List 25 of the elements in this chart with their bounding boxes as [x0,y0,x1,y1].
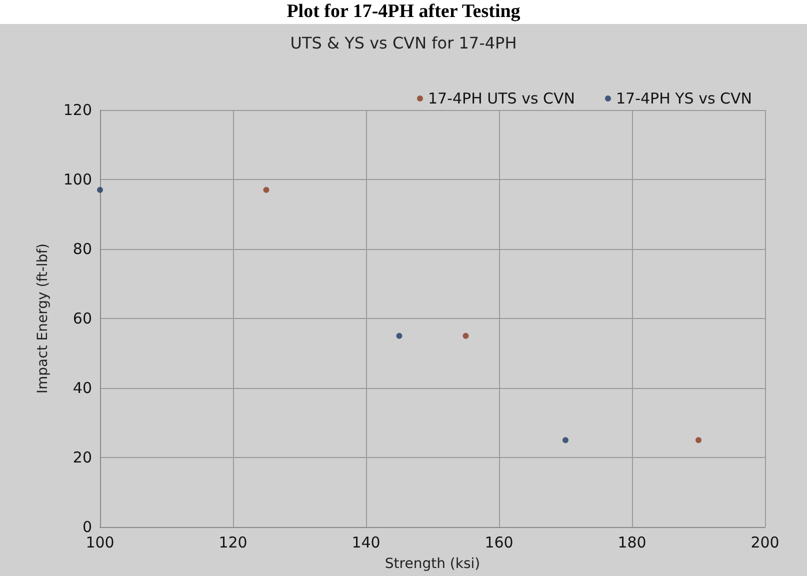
point [263,186,270,193]
x-tick-label: 100 [86,534,114,552]
x-tick-label: 160 [484,534,514,552]
legend-label: 17-4PH YS vs CVN [616,90,752,108]
y-tick-label: 60 [72,310,92,328]
y-axis-title: Impact Energy (ft-lbf) [35,243,51,394]
point [396,332,402,339]
chart-subtitle: UTS & YS vs CVN for 17-4PH [290,34,517,52]
x-tick-label: 120 [218,534,248,552]
point [696,437,702,444]
x-tick-label: 140 [352,534,380,552]
y-tick-label: 20 [72,448,92,466]
point [562,437,568,444]
y-tick-label: 40 [72,379,92,397]
y-tick-label: 0 [82,518,92,536]
y-tick-label: 100 [63,170,92,188]
y-tick-label: 80 [72,240,92,258]
y-tick-label: 120 [63,101,92,119]
x-tick-label: 200 [750,534,780,552]
x-axis-title: Strength (ksi) [384,556,480,572]
chart-title: Plot for 17-4PH after Testing [286,0,522,24]
x-tick-label: 180 [618,534,646,552]
point [97,186,103,193]
legend-label: 17-4PH UTS vs CVN [428,90,575,108]
point [462,332,469,339]
